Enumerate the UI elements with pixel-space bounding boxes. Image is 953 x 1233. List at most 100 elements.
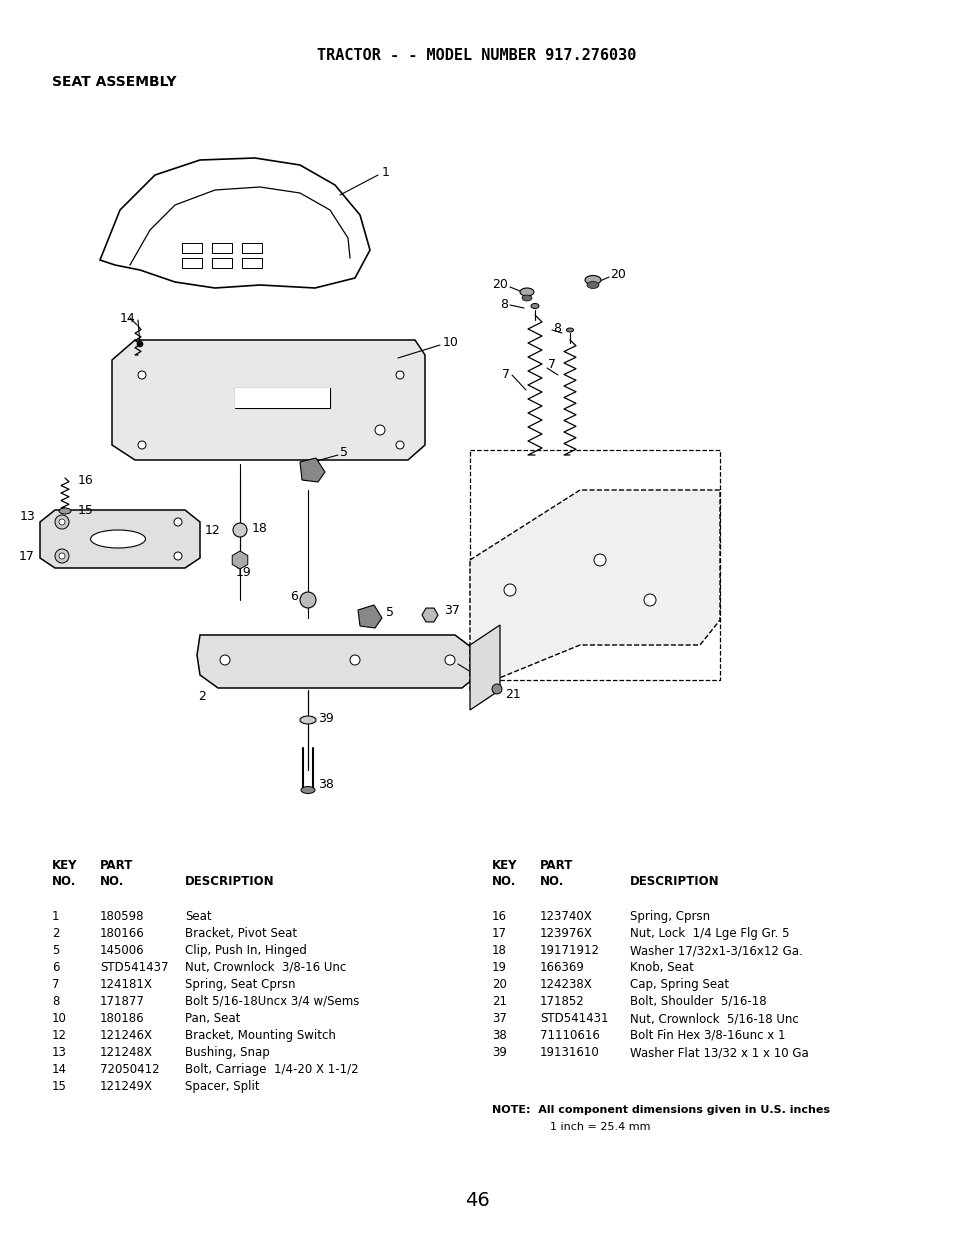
Circle shape [173, 552, 182, 560]
Polygon shape [421, 608, 437, 621]
Polygon shape [470, 625, 499, 710]
Text: PART: PART [539, 859, 573, 872]
Text: Washer 17/32x1-3/16x12 Ga.: Washer 17/32x1-3/16x12 Ga. [629, 944, 801, 957]
Text: 121249X: 121249X [100, 1080, 152, 1092]
Text: 37: 37 [492, 1012, 506, 1025]
Text: 18: 18 [492, 944, 506, 957]
Text: DESCRIPTION: DESCRIPTION [185, 875, 274, 888]
Text: STD541431: STD541431 [539, 1012, 608, 1025]
Text: 12: 12 [52, 1030, 67, 1042]
Text: 180166: 180166 [100, 927, 145, 940]
Text: 71110616: 71110616 [539, 1030, 599, 1042]
Text: NOTE:  All component dimensions given in U.S. inches: NOTE: All component dimensions given in … [492, 1105, 829, 1115]
Text: 18: 18 [252, 522, 268, 534]
Text: 13: 13 [52, 1046, 67, 1059]
Text: 38: 38 [317, 778, 334, 792]
Text: Nut, Crownlock  5/16-18 Unc: Nut, Crownlock 5/16-18 Unc [629, 1012, 798, 1025]
Ellipse shape [566, 328, 573, 332]
Text: 37: 37 [443, 603, 459, 616]
Ellipse shape [586, 281, 598, 289]
Text: Bracket, Mounting Switch: Bracket, Mounting Switch [185, 1030, 335, 1042]
Polygon shape [40, 510, 200, 568]
Polygon shape [232, 551, 248, 568]
Text: Clip, Push In, Hinged: Clip, Push In, Hinged [185, 944, 307, 957]
Ellipse shape [521, 295, 532, 301]
Text: 10: 10 [442, 337, 458, 349]
Text: DESCRIPTION: DESCRIPTION [629, 875, 719, 888]
Text: TRACTOR - - MODEL NUMBER 917.276030: TRACTOR - - MODEL NUMBER 917.276030 [317, 48, 636, 63]
Text: Bolt Fin Hex 3/8-16unc x 1: Bolt Fin Hex 3/8-16unc x 1 [629, 1030, 784, 1042]
Text: 124238X: 124238X [539, 978, 592, 991]
Ellipse shape [519, 289, 534, 296]
Text: Knob, Seat: Knob, Seat [629, 961, 693, 974]
Text: 14: 14 [52, 1063, 67, 1076]
Text: Pan, Seat: Pan, Seat [185, 1012, 240, 1025]
Ellipse shape [531, 303, 538, 308]
Text: 39: 39 [317, 711, 334, 725]
Text: Seat: Seat [185, 910, 212, 924]
Text: NO.: NO. [492, 875, 516, 888]
Text: 19: 19 [235, 566, 252, 578]
Text: 1: 1 [381, 166, 390, 180]
Circle shape [233, 523, 247, 538]
Polygon shape [357, 605, 381, 628]
Text: 5: 5 [339, 446, 348, 460]
Text: 19131610: 19131610 [539, 1046, 599, 1059]
Text: 1 inch = 25.4 mm: 1 inch = 25.4 mm [521, 1122, 650, 1132]
Text: 72050412: 72050412 [100, 1063, 159, 1076]
Text: Bolt, Shoulder  5/16-18: Bolt, Shoulder 5/16-18 [629, 995, 766, 1009]
Text: PART: PART [100, 859, 133, 872]
Text: 121248X: 121248X [100, 1046, 152, 1059]
Text: 6: 6 [52, 961, 59, 974]
Circle shape [55, 515, 69, 529]
Text: KEY: KEY [492, 859, 517, 872]
Text: 124181X: 124181X [100, 978, 152, 991]
Text: Spring, Seat Cprsn: Spring, Seat Cprsn [185, 978, 295, 991]
Text: 7: 7 [547, 359, 556, 371]
Polygon shape [234, 388, 330, 408]
Text: 39: 39 [492, 1046, 506, 1059]
Text: 16: 16 [78, 473, 93, 487]
Text: 7: 7 [501, 369, 510, 381]
Text: 20: 20 [492, 978, 506, 991]
Ellipse shape [91, 530, 146, 547]
Text: 180186: 180186 [100, 1012, 145, 1025]
Ellipse shape [299, 716, 315, 724]
Text: 5: 5 [52, 944, 59, 957]
Text: 121246X: 121246X [100, 1030, 152, 1042]
Text: 21: 21 [504, 688, 520, 702]
Text: 38: 38 [492, 1030, 506, 1042]
Text: 123740X: 123740X [539, 910, 592, 924]
Text: 6: 6 [290, 589, 297, 603]
Circle shape [492, 684, 501, 694]
Text: Nut, Lock  1/4 Lge Flg Gr. 5: Nut, Lock 1/4 Lge Flg Gr. 5 [629, 927, 789, 940]
Circle shape [594, 554, 605, 566]
Circle shape [395, 371, 403, 379]
Text: Spring, Cprsn: Spring, Cprsn [629, 910, 709, 924]
Circle shape [503, 584, 516, 596]
Text: SEAT ASSEMBLY: SEAT ASSEMBLY [52, 75, 176, 89]
Text: Cap, Spring Seat: Cap, Spring Seat [629, 978, 728, 991]
Polygon shape [299, 457, 325, 482]
Polygon shape [100, 158, 370, 289]
Circle shape [55, 549, 69, 563]
Text: Nut, Crownlock  3/8-16 Unc: Nut, Crownlock 3/8-16 Unc [185, 961, 346, 974]
Text: 46: 46 [464, 1191, 489, 1210]
Text: 171877: 171877 [100, 995, 145, 1009]
Ellipse shape [59, 508, 71, 514]
Text: 145006: 145006 [100, 944, 145, 957]
Polygon shape [470, 490, 720, 690]
Text: 19171912: 19171912 [539, 944, 599, 957]
Circle shape [220, 655, 230, 665]
Text: Bracket, Pivot Seat: Bracket, Pivot Seat [185, 927, 296, 940]
Text: NO.: NO. [539, 875, 564, 888]
Circle shape [58, 518, 66, 526]
Text: 12: 12 [205, 524, 220, 536]
Text: 21: 21 [492, 995, 506, 1009]
Text: 13: 13 [19, 509, 35, 523]
Polygon shape [196, 635, 477, 688]
Polygon shape [112, 340, 424, 460]
Text: 2: 2 [198, 690, 206, 704]
Ellipse shape [301, 787, 314, 794]
Text: Bolt, Carriage  1/4-20 X 1-1/2: Bolt, Carriage 1/4-20 X 1-1/2 [185, 1063, 358, 1076]
